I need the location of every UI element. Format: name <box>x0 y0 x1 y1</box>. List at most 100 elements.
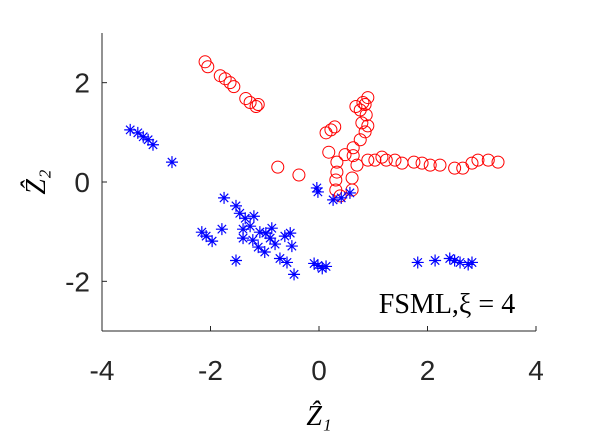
circle-point <box>456 161 470 175</box>
circle-point <box>356 96 370 110</box>
star-point <box>165 156 178 169</box>
star-point <box>273 252 286 265</box>
star-point <box>233 207 246 220</box>
circle-point <box>345 171 359 185</box>
circle-point <box>251 98 265 112</box>
star-point <box>443 252 456 265</box>
x-tick-label: 0 <box>311 355 327 386</box>
circle-point <box>349 100 363 114</box>
circle-point <box>292 168 306 182</box>
circle-point <box>322 145 336 159</box>
star-point <box>311 259 324 272</box>
circle-point <box>423 158 437 172</box>
y-tick-label: 0 <box>74 167 90 198</box>
star-point <box>284 227 297 240</box>
circle-point <box>388 153 402 167</box>
star-point <box>343 186 356 199</box>
star-point <box>142 133 155 146</box>
circle-point <box>368 153 382 167</box>
star-point <box>229 254 242 267</box>
x-tick-label: -4 <box>90 355 115 386</box>
circle-point <box>324 123 338 137</box>
star-point <box>200 230 213 243</box>
star-point <box>218 191 231 204</box>
circle-point <box>491 155 505 169</box>
annotation: FSML,ξ = 4 <box>379 289 515 320</box>
star-point <box>124 123 137 136</box>
star-point <box>146 138 159 151</box>
star-point <box>288 268 301 281</box>
circle-point <box>330 155 344 169</box>
star-point <box>448 254 461 267</box>
circle-point <box>227 80 241 94</box>
circle-point <box>358 125 372 139</box>
star-point <box>237 223 250 236</box>
star-point <box>280 256 293 269</box>
circle-point <box>239 92 253 106</box>
star-point <box>237 232 250 245</box>
star-point <box>269 238 282 251</box>
star-point <box>465 256 478 269</box>
x-axis-label: Ẑ₁ <box>306 401 331 432</box>
circle-point <box>395 156 409 170</box>
circle-point <box>465 156 479 170</box>
circle-point <box>223 76 237 90</box>
circle-point <box>361 91 375 105</box>
y-axis-label: Ẑ₂ <box>21 169 52 195</box>
circle-point <box>346 141 360 155</box>
circle-point <box>218 72 232 86</box>
star-point <box>310 181 323 194</box>
circle-point <box>375 150 389 164</box>
circle-point <box>249 100 263 114</box>
star-point <box>454 256 467 269</box>
circle-point <box>330 165 344 179</box>
circle-point <box>329 173 343 187</box>
circle-point <box>481 153 495 167</box>
circle-point <box>407 155 421 169</box>
circle-point <box>355 116 369 130</box>
star-point <box>335 191 348 204</box>
circle-point <box>328 120 342 134</box>
star-point <box>244 220 257 233</box>
star-point <box>246 234 259 247</box>
circle-point <box>345 183 359 197</box>
star-point <box>137 130 150 143</box>
x-tick-label: -2 <box>198 355 223 386</box>
x-tick-label: 2 <box>420 355 436 386</box>
star-point <box>462 258 475 271</box>
x-tick-label: 4 <box>528 355 544 386</box>
star-point <box>239 212 252 225</box>
star-point <box>316 262 329 275</box>
star-point <box>411 256 424 269</box>
circle-point <box>471 153 485 167</box>
circle-point <box>361 153 375 167</box>
circle-point <box>338 148 352 162</box>
circle-point <box>350 158 364 172</box>
star-point <box>327 193 340 206</box>
star-point <box>308 257 321 270</box>
y-tick-label: -2 <box>65 266 90 297</box>
star-point <box>320 260 333 273</box>
star-point <box>258 246 271 259</box>
star-point <box>265 222 278 235</box>
circle-point <box>201 60 215 74</box>
circle-point <box>361 119 375 133</box>
star-point <box>264 232 277 245</box>
circle-point <box>359 108 373 122</box>
star-point <box>229 199 242 212</box>
star-point <box>215 223 228 236</box>
star-point <box>253 226 266 239</box>
y-tick-label: 2 <box>74 68 90 99</box>
circle-point <box>433 158 447 172</box>
star-point <box>285 240 298 253</box>
circle-point <box>415 156 429 170</box>
circle-point <box>271 160 285 174</box>
circle-point <box>379 153 393 167</box>
circle-point <box>346 149 360 163</box>
star-point <box>252 241 265 254</box>
star-point <box>278 230 291 243</box>
circle-point <box>353 133 367 147</box>
star-point <box>311 185 324 198</box>
star-point <box>206 235 219 248</box>
